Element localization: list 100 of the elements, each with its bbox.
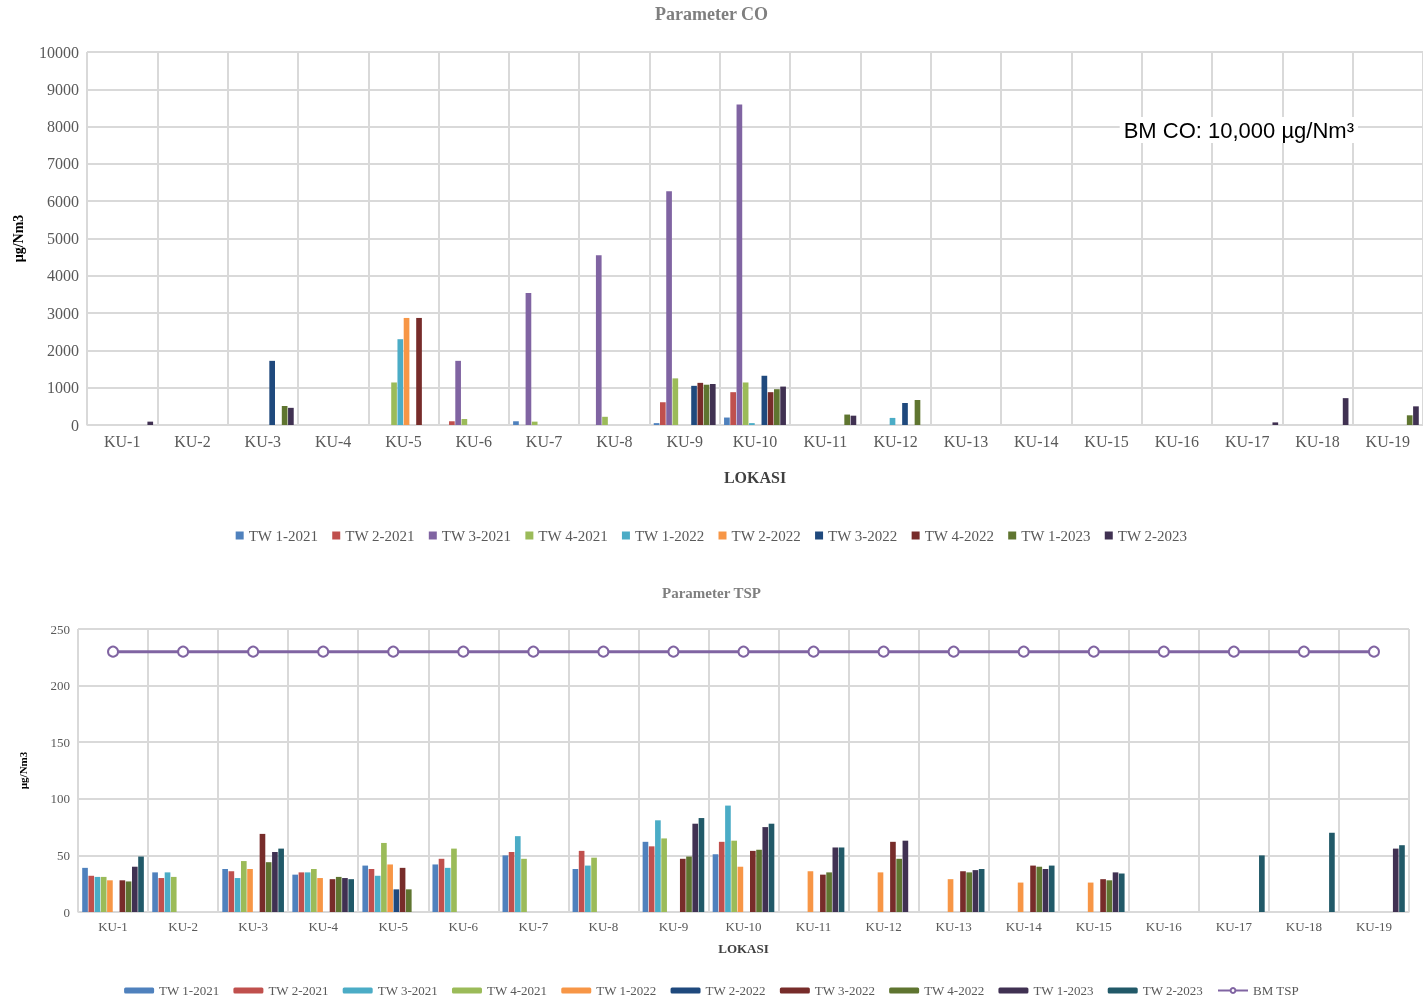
- bar: [311, 868, 317, 912]
- y-axis-title: µg/Nm3: [10, 214, 26, 263]
- bar: [391, 382, 397, 425]
- bar: [960, 871, 966, 912]
- bar: [1030, 865, 1036, 912]
- bar: [152, 872, 158, 912]
- legend-label: TW 3-2021: [377, 983, 438, 998]
- x-tick-label: KU-3: [238, 919, 268, 934]
- bar: [269, 360, 275, 425]
- bar: [521, 858, 527, 912]
- y-tick-label: 7000: [47, 155, 79, 173]
- legend-label: TW 2-2022: [731, 527, 801, 544]
- x-tick-label: KU-12: [865, 919, 902, 934]
- y-tick-label: 4000: [47, 267, 79, 285]
- y-tick-label: 9000: [47, 80, 79, 98]
- bar: [387, 864, 393, 912]
- legend-label: TW 1-2021: [248, 527, 318, 544]
- bar: [602, 416, 608, 425]
- bar: [750, 850, 756, 912]
- bar: [672, 378, 679, 425]
- x-tick-label: KU-19: [1355, 919, 1393, 934]
- bar: [335, 876, 342, 912]
- bar: [1272, 422, 1279, 425]
- bar: [374, 875, 381, 912]
- chart-title: Parameter CO: [654, 4, 769, 24]
- legend-label: TW 2-2023: [1142, 983, 1203, 998]
- bar: [585, 865, 591, 912]
- bar: [272, 852, 278, 912]
- bar: [1413, 406, 1419, 425]
- bar: [317, 878, 323, 912]
- bar: [591, 857, 597, 912]
- bar: [730, 392, 736, 425]
- bar: [756, 849, 762, 912]
- bar: [362, 865, 369, 912]
- x-tick-label: KU-16: [1154, 432, 1200, 450]
- bar: [100, 876, 107, 912]
- x-tick-label: KU-5: [378, 919, 409, 934]
- x-tick-label: KU-1: [98, 919, 128, 934]
- bar: [405, 889, 412, 912]
- bar: [697, 382, 704, 425]
- annotation: BM CO: 10,000 µg/Nm³: [1123, 117, 1355, 143]
- bar: [1118, 873, 1125, 912]
- x-tick-label: KU-14: [1005, 919, 1043, 934]
- x-tick-label: KU-7: [525, 432, 563, 450]
- x-tick-label: KU-11: [803, 432, 848, 450]
- bar: [686, 856, 692, 912]
- bar: [147, 421, 154, 425]
- bar: [455, 360, 461, 425]
- bar: [679, 858, 686, 912]
- x-tick-label: KU-8: [596, 432, 633, 450]
- bar: [292, 874, 299, 912]
- bar: [1100, 879, 1106, 912]
- bar: [288, 407, 294, 425]
- x-tick-label: KU-13: [943, 432, 989, 450]
- bar: [966, 872, 973, 912]
- y-tick-label: 5000: [47, 230, 79, 247]
- legend-label: BM TSP: [1253, 983, 1299, 998]
- y-tick-label: 0: [71, 416, 79, 434]
- y-tick-label: 100: [50, 791, 70, 807]
- x-axis-title: LOKASI: [723, 468, 787, 486]
- y-tick-label: 50: [57, 847, 70, 863]
- bar: [762, 827, 769, 912]
- bar: [1048, 865, 1055, 912]
- bar: [661, 838, 667, 912]
- bar: [513, 421, 519, 425]
- x-tick-label: KU-18: [1295, 432, 1340, 450]
- bar: [725, 805, 731, 912]
- legend-label: TW 2-2022: [705, 983, 766, 998]
- bar: [451, 848, 457, 912]
- legend-label: TW 3-2021: [441, 527, 512, 544]
- bar: [348, 879, 355, 912]
- legend-label: TW 2-2021: [345, 527, 415, 544]
- legend-label: TW 2-2023: [1117, 527, 1188, 544]
- bar: [125, 881, 132, 912]
- legend-label: TW 4-2021: [486, 983, 548, 998]
- bar: [820, 874, 826, 912]
- bar: [666, 191, 672, 425]
- y-tick-label: 0: [63, 904, 70, 920]
- legend-label: TW 1-2022: [634, 527, 705, 544]
- bar: [131, 866, 138, 912]
- x-tick-label: KU-6: [448, 919, 479, 934]
- legend-label: TW 1-2022: [596, 983, 657, 998]
- bar: [691, 385, 697, 425]
- x-tick-label: KU-15: [1075, 919, 1112, 934]
- y-tick-label: 150: [50, 734, 70, 750]
- y-tick-label: 250: [50, 621, 70, 637]
- bar: [449, 421, 455, 425]
- bar: [170, 876, 177, 912]
- legend-label: TW 4-2021: [538, 527, 608, 544]
- bar: [1106, 880, 1113, 912]
- y-tick-label: 2000: [47, 341, 79, 359]
- bar: [432, 864, 439, 912]
- bar: [397, 339, 404, 425]
- x-tick-label: KU-18: [1285, 919, 1322, 934]
- x-tick-label: KU-4: [314, 432, 352, 450]
- x-tick-label: KU-10: [732, 432, 778, 450]
- bar: [844, 414, 851, 425]
- bar: [1399, 845, 1405, 912]
- legend-label: TW 3-2022: [814, 983, 875, 998]
- y-tick-label: 6000: [47, 192, 79, 210]
